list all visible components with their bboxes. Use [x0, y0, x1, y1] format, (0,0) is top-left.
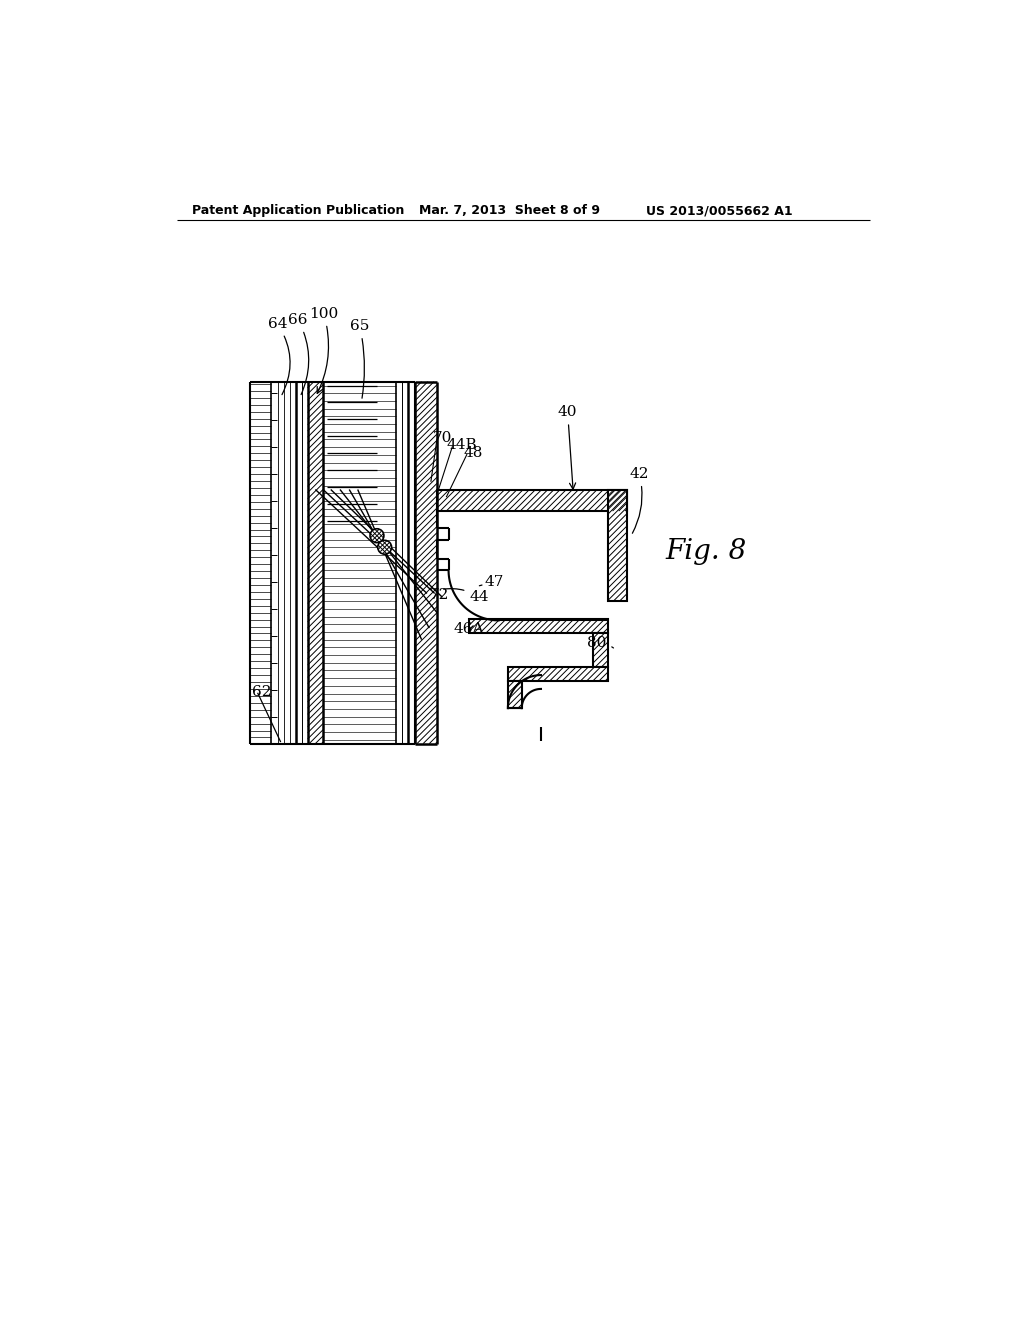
Text: 80: 80	[587, 636, 613, 651]
Text: Mar. 7, 2013  Sheet 8 of 9: Mar. 7, 2013 Sheet 8 of 9	[419, 205, 600, 218]
Text: 72: 72	[429, 587, 449, 602]
Polygon shape	[437, 490, 628, 511]
Text: 44: 44	[443, 589, 488, 605]
Text: 40: 40	[558, 405, 578, 490]
Text: Patent Application Publication: Patent Application Publication	[193, 205, 404, 218]
Polygon shape	[508, 668, 608, 681]
Circle shape	[370, 529, 384, 543]
Text: 48: 48	[463, 446, 482, 461]
Polygon shape	[608, 490, 628, 601]
Circle shape	[378, 540, 391, 554]
Text: 42: 42	[630, 467, 649, 533]
Text: 70: 70	[432, 430, 452, 445]
Text: 62: 62	[252, 685, 271, 698]
Text: 100: 100	[309, 306, 339, 393]
Text: 64: 64	[267, 317, 290, 395]
Text: 46A: 46A	[454, 623, 484, 636]
Text: 47: 47	[479, 574, 504, 589]
Text: Fig. 8: Fig. 8	[666, 537, 746, 565]
Text: 44B: 44B	[446, 438, 477, 453]
Polygon shape	[469, 619, 608, 632]
Polygon shape	[593, 632, 608, 668]
Text: 65: 65	[350, 319, 370, 399]
Polygon shape	[508, 681, 521, 708]
Text: 66: 66	[289, 313, 308, 395]
Text: US 2013/0055662 A1: US 2013/0055662 A1	[646, 205, 793, 218]
